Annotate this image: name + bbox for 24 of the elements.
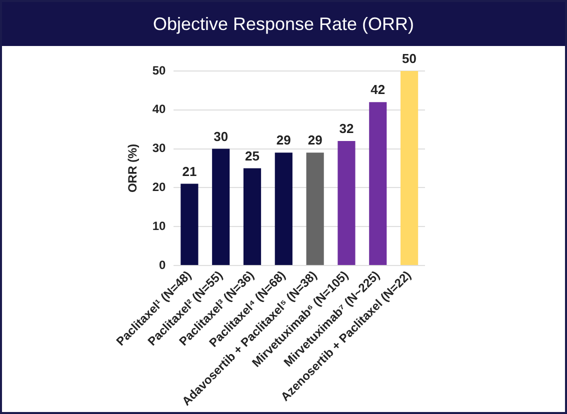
- data-label: 50: [402, 51, 417, 66]
- bar: [274, 152, 292, 265]
- y-tick-label: 0: [159, 258, 166, 272]
- bar: [400, 71, 418, 265]
- data-label: 21: [182, 164, 197, 179]
- bar: [212, 148, 230, 265]
- bar: [369, 102, 387, 265]
- bar: [243, 168, 262, 265]
- bar: [306, 152, 324, 265]
- y-axis-title: ORR (%): [126, 144, 140, 193]
- y-tick-label: 40: [152, 102, 166, 116]
- data-label: 42: [370, 82, 386, 98]
- data-label: 32: [339, 121, 354, 136]
- data-label: 29: [276, 132, 291, 148]
- y-tick-label: 20: [152, 180, 166, 194]
- bar: [338, 141, 356, 265]
- data-label: 30: [214, 128, 228, 144]
- data-label: 29: [308, 132, 322, 148]
- y-tick-label: 30: [152, 141, 166, 156]
- bar: [180, 184, 198, 265]
- data-label: 25: [245, 148, 260, 164]
- chart-title: Objective Response Rate (ORR): [2, 2, 565, 46]
- y-tick-label: 10: [152, 218, 166, 233]
- y-tick-label: 50: [152, 63, 166, 78]
